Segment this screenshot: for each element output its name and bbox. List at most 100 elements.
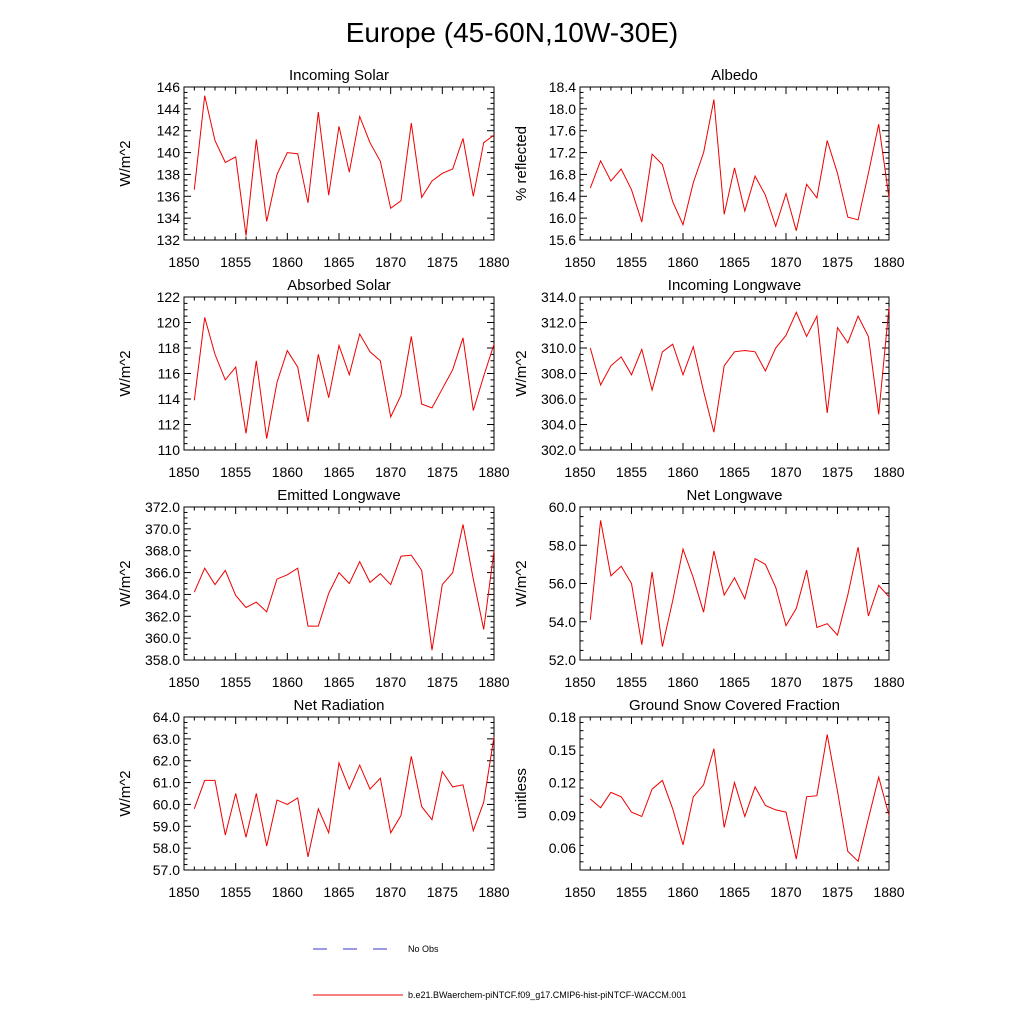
y-tick-label: 58.0 <box>549 537 576 553</box>
y-tick-label: 138 <box>157 166 181 182</box>
y-tick-label: 116 <box>158 366 181 382</box>
y-tick-label: 60.0 <box>549 499 576 515</box>
x-tick-label: 1875 <box>822 674 853 690</box>
series-line <box>589 520 890 647</box>
y-tick-label: 118 <box>158 340 181 356</box>
y-tick-label: 17.2 <box>549 145 576 161</box>
x-tick-label: 1865 <box>323 464 354 480</box>
legend-no-obs-label: No Obs <box>408 944 439 954</box>
x-tick-label: 1855 <box>616 464 647 480</box>
legend-model-label: b.e21.BWaerchem-piNTCF.f09_g17.CMIP6-his… <box>408 990 686 1000</box>
x-tick-label: 1850 <box>168 254 199 270</box>
y-tick-label: 302.0 <box>541 442 576 458</box>
plot-frame <box>579 716 890 871</box>
x-tick-label: 1850 <box>564 254 595 270</box>
x-tick-label: 1880 <box>873 464 904 480</box>
y-tick-label: 360.0 <box>145 630 180 646</box>
x-tick-label: 1860 <box>272 254 303 270</box>
panel-absorbed-solar: 1850 1855 1860 1865 1870 1875 1880 110 112 114 116… <box>117 277 510 480</box>
y-tick-label: 58.0 <box>153 840 180 856</box>
y-tick-label: 16.0 <box>549 210 576 226</box>
x-tick-label: 1855 <box>220 674 251 690</box>
panel-albedo: 1850 1855 1860 1865 1870 1875 1880 15.6 16.0 16.4… <box>513 67 905 270</box>
y-tick-label: 64.0 <box>153 709 180 725</box>
y-tick-label: 0.09 <box>549 807 576 823</box>
x-tick-label: 1860 <box>667 254 698 270</box>
series-line <box>589 307 890 433</box>
series-line <box>589 99 890 231</box>
x-tick-label: 1860 <box>667 464 698 480</box>
series-line <box>589 734 890 863</box>
y-tick-label: 52.0 <box>549 652 576 668</box>
x-tick-label: 1875 <box>427 464 458 480</box>
y-tick-label: 306.0 <box>541 391 576 407</box>
y-tick-label: 63.0 <box>153 731 180 747</box>
x-tick-label: 1880 <box>873 674 904 690</box>
y-tick-label: 372.0 <box>145 499 180 515</box>
y-tick-label: 0.15 <box>549 742 576 758</box>
y-tick-label: 54.0 <box>549 614 576 630</box>
x-tick-label: 1860 <box>272 464 303 480</box>
panel-net-longwave: 1850 1855 1860 1865 1870 1875 1880 52.0 54.0 56.0… <box>513 487 905 690</box>
y-tick-label: 312.0 <box>541 315 576 331</box>
y-tick-label: 60.0 <box>153 796 180 812</box>
x-tick-label: 1870 <box>375 254 406 270</box>
y-tick-label: 18.4 <box>549 79 576 95</box>
x-tick-label: 1860 <box>667 884 698 900</box>
y-tick-label: 0.12 <box>549 775 576 791</box>
y-tick-label: 314.0 <box>541 289 576 305</box>
plot-frame <box>579 506 890 661</box>
x-tick-label: 1880 <box>873 254 904 270</box>
panel-incoming-longwave: 1850 1855 1860 1865 1870 1875 1880 302.0 304.0 30… <box>513 277 905 480</box>
x-tick-label: 1860 <box>272 674 303 690</box>
x-tick-label: 1855 <box>220 464 251 480</box>
panel-emitted-longwave: 1850 1855 1860 1865 1870 1875 1880 358.0 360.0 36… <box>117 487 510 690</box>
y-tick-label: 146 <box>157 79 181 95</box>
y-tick-label: 16.4 <box>549 188 576 204</box>
x-tick-label: 1870 <box>770 884 801 900</box>
y-axis-label: W/m^2 <box>117 140 134 186</box>
plot-frame <box>183 716 495 871</box>
y-tick-label: 136 <box>157 188 181 204</box>
plot-frame <box>183 86 495 241</box>
x-tick-label: 1880 <box>478 674 509 690</box>
y-tick-label: 0.06 <box>549 840 576 856</box>
panel-title-incoming-solar: Incoming Solar <box>289 67 389 84</box>
y-axis-label: unitless <box>513 768 530 819</box>
panel-title-net-longwave: Net Longwave <box>687 487 783 504</box>
y-tick-label: 364.0 <box>145 586 180 602</box>
x-tick-label: 1875 <box>822 254 853 270</box>
x-tick-label: 1875 <box>427 884 458 900</box>
plot-frame <box>579 86 890 241</box>
y-tick-label: 114 <box>158 391 181 407</box>
y-tick-label: 368.0 <box>145 543 180 559</box>
x-tick-label: 1865 <box>323 674 354 690</box>
y-tick-label: 110 <box>158 442 181 458</box>
panel-title-emitted-longwave: Emitted Longwave <box>277 487 400 504</box>
x-tick-label: 1875 <box>427 674 458 690</box>
x-tick-label: 1855 <box>616 674 647 690</box>
y-tick-label: 16.8 <box>549 166 576 182</box>
x-tick-label: 1870 <box>770 254 801 270</box>
y-tick-label: 370.0 <box>145 521 180 537</box>
y-axis-label: % reflected <box>513 126 530 201</box>
panel-net-radiation: 1850 1855 1860 1865 1870 1875 1880 57.0 58.0 59.0… <box>117 697 510 900</box>
x-tick-label: 1870 <box>770 464 801 480</box>
series-line <box>193 736 495 858</box>
y-tick-label: 18.0 <box>549 101 576 117</box>
y-tick-label: 0.18 <box>549 709 576 725</box>
y-tick-label: 120 <box>157 315 181 331</box>
x-tick-label: 1850 <box>564 464 595 480</box>
x-tick-label: 1855 <box>616 884 647 900</box>
y-tick-label: 362.0 <box>145 608 180 624</box>
x-tick-label: 1865 <box>719 254 750 270</box>
x-tick-label: 1875 <box>822 464 853 480</box>
plot-frame <box>579 296 890 451</box>
panel-title-incoming-longwave: Incoming Longwave <box>668 277 801 294</box>
y-tick-label: 142 <box>157 123 181 139</box>
panel-title-albedo: Albedo <box>711 67 758 84</box>
y-tick-label: 144 <box>157 101 181 117</box>
x-tick-label: 1855 <box>220 884 251 900</box>
x-tick-label: 1850 <box>168 884 199 900</box>
y-tick-label: 358.0 <box>145 652 180 668</box>
